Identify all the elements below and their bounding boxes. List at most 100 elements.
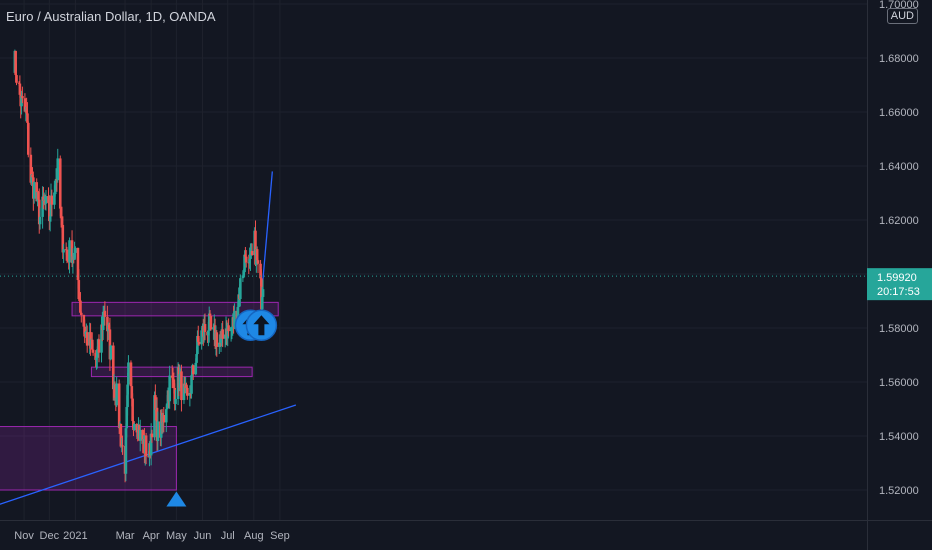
x-tick-label: Sep (270, 530, 290, 542)
candle-body (50, 195, 54, 205)
x-tick-label: Aug (244, 530, 264, 542)
candle-body (26, 122, 30, 155)
candle-body (25, 109, 28, 114)
candle-body (207, 330, 210, 336)
candle-body (172, 379, 176, 388)
candle-body (221, 329, 224, 339)
candle-body (117, 383, 121, 429)
candle-body (85, 332, 89, 346)
candle-body (74, 247, 77, 253)
candle-body (31, 174, 34, 178)
x-tick-label: May (166, 530, 187, 542)
candle-body (124, 428, 128, 474)
projection-line (260, 171, 273, 298)
candle-body (94, 352, 97, 360)
triangle-marker-icon (166, 491, 187, 507)
candle-body (185, 384, 188, 388)
y-tick-label: 1.58000 (879, 323, 919, 335)
candle-body (242, 272, 246, 276)
candle-body (150, 433, 154, 438)
candle-body (170, 375, 174, 378)
candle-body (223, 334, 227, 339)
candle-body (233, 310, 236, 327)
candle-body (200, 330, 203, 345)
candle-body (241, 275, 245, 279)
candle-body (97, 339, 101, 353)
candle-body (30, 174, 33, 183)
candle-body (68, 240, 71, 263)
candle-body (171, 377, 175, 380)
candle-body (70, 240, 74, 263)
candle-body (21, 96, 24, 99)
candle-body (64, 249, 68, 251)
y-tick-label: 1.54000 (879, 431, 919, 443)
chart-title: Euro / Australian Dollar, 1D, OANDA (6, 9, 216, 24)
candle-body (229, 327, 233, 332)
candle-body (230, 326, 234, 328)
candle-body (159, 412, 163, 438)
candle-body (35, 182, 39, 202)
candle-body (162, 415, 166, 423)
candle-body (44, 196, 48, 204)
candle-body (61, 224, 65, 253)
candle-body (131, 398, 134, 422)
candle-body (141, 429, 145, 444)
candle-body (127, 362, 130, 385)
candle-body (111, 345, 115, 390)
candle-body (23, 98, 27, 112)
candle-body (259, 263, 262, 279)
candle-body (26, 113, 29, 123)
y-tick-label: 1.70000 (879, 0, 919, 11)
currency-badge[interactable]: AUD (886, 8, 918, 24)
candle-body (100, 324, 103, 353)
candle-body (107, 324, 111, 330)
candle-body (18, 83, 22, 95)
candle-body (129, 362, 133, 387)
y-tick-label: 1.56000 (879, 377, 919, 389)
candle-body (226, 325, 230, 339)
candle-body (196, 335, 199, 355)
candle-body (125, 407, 129, 429)
candle-body (190, 375, 193, 394)
y-tick-label: 1.66000 (879, 107, 919, 119)
last-price-tag (867, 268, 932, 301)
candle-body (168, 375, 171, 402)
candle-body (255, 249, 259, 261)
candle-body (37, 192, 40, 200)
candle-body (203, 324, 207, 332)
candle-body (130, 386, 134, 399)
countdown-label: 20:17:53 (877, 286, 920, 298)
candle-body (59, 208, 63, 217)
candle-body (62, 249, 65, 253)
candle-body (196, 335, 200, 342)
candle-body (119, 423, 123, 447)
candle-body (37, 199, 41, 225)
candle-body (109, 345, 113, 360)
candle-body (209, 316, 213, 330)
candle-body (243, 254, 246, 273)
candle-body (156, 421, 160, 442)
candle-body (191, 365, 195, 375)
candle-body (165, 405, 169, 410)
candle-body (254, 230, 257, 265)
candle-body (76, 247, 80, 281)
candle-body (95, 349, 99, 358)
candle-body (126, 384, 129, 408)
candle-body (73, 252, 76, 260)
candles-layer (13, 49, 265, 483)
candle-body (54, 178, 58, 186)
x-tick-label: Mar (116, 530, 135, 542)
candle-body (244, 254, 247, 257)
candle-body (188, 393, 192, 396)
candle-body (227, 325, 230, 332)
y-tick-label: 1.68000 (879, 53, 919, 65)
candle-body (133, 424, 136, 431)
candle-body (260, 278, 263, 310)
y-tick-label: 1.52000 (879, 485, 919, 497)
candle-body (174, 398, 177, 404)
candle-body (38, 216, 42, 225)
candle-body (197, 341, 201, 345)
candle-body (173, 387, 177, 404)
